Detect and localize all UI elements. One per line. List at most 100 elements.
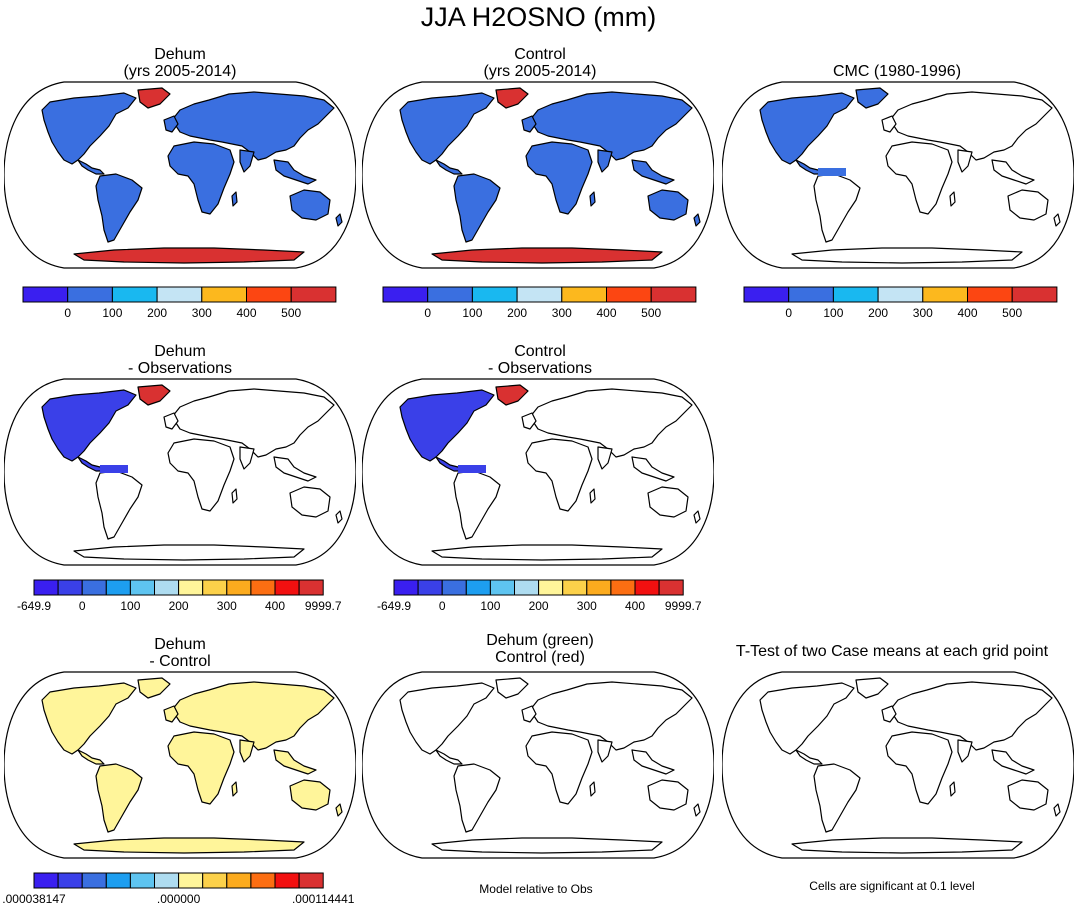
colorbar-swatch: [33, 579, 59, 596]
landmass-india: [239, 149, 255, 173]
map-dehum-obs: [4, 377, 356, 567]
landmass-madagascar: [231, 488, 238, 504]
landmass-samerica: [813, 173, 861, 243]
landmass-eurasia: [889, 91, 1053, 161]
colorbar-swatch: [226, 579, 252, 596]
panel-title-dehum-obs: Dehum - Observations: [0, 343, 360, 377]
colorbar-swatch: [202, 579, 228, 596]
landmass-antarctica: [431, 544, 663, 561]
landmass-eurasia: [529, 388, 693, 458]
panel-title-line2: - Control: [149, 653, 211, 670]
landmass-seasia: [631, 159, 675, 185]
landmass-samerica: [453, 173, 501, 243]
landmass-seasia: [991, 159, 1035, 185]
landmass-australia: [1007, 189, 1049, 221]
landmass-africa: [525, 731, 593, 805]
colorbar-tick-label: 200: [169, 599, 189, 613]
landmass-australia: [289, 486, 331, 518]
colorbar-swatch: [586, 579, 612, 596]
colorbar-swatch: [178, 579, 204, 596]
colorbar-tick-label: 0: [64, 306, 71, 320]
figure-title: JJA H2OSNO (mm): [420, 2, 657, 32]
colorbar-swatch: [610, 579, 636, 596]
colorbar-swatch: [298, 872, 324, 889]
colorbar-swatch: [226, 872, 252, 889]
landmass-eurasia: [171, 91, 335, 161]
landmass-greenland: [495, 384, 529, 406]
panel-title-dehum-control: Dehum - Control: [0, 636, 360, 670]
landmass-madagascar: [949, 781, 956, 797]
colorbar-swatch: [441, 579, 467, 596]
colorbar-swatch: [154, 872, 180, 889]
landmass-africa: [525, 141, 593, 215]
colorbar-swatch: [562, 579, 588, 596]
landmass-seasia: [273, 749, 317, 775]
landmass-india: [957, 739, 973, 763]
map-border: [4, 378, 356, 566]
colorbar-tick-label: 500: [1002, 306, 1022, 320]
landmass-seasia: [273, 456, 317, 482]
colorbar-svg: 0 100 200 300 400 500: [22, 286, 337, 320]
colorbar-tick-label: 500: [281, 306, 301, 320]
colorbar-tick-label: 300: [192, 306, 212, 320]
landmass-africa: [525, 438, 593, 512]
landmass-samerica: [95, 763, 143, 833]
colorbar-swatch: [427, 286, 473, 303]
colorbar-swatch: [634, 579, 660, 596]
landmass-antarctica: [431, 837, 663, 854]
colorbar-tick-label: .000000: [157, 892, 201, 906]
panel-title-ttest: T-Test of two Case means at each grid po…: [707, 643, 1077, 660]
colorbar-tick-label: 100: [120, 599, 140, 613]
landmass-eurasia: [171, 681, 335, 751]
world-map-svg: [362, 671, 714, 859]
panel-title-line1: T-Test of two Case means at each grid po…: [735, 643, 1049, 660]
colorbar-tick-label: -649.9: [17, 599, 51, 613]
landmass-camerica: [77, 749, 105, 765]
colorbar-swatch: [561, 286, 608, 303]
colorbar-tick-label: 0: [439, 599, 446, 613]
map-border: [362, 81, 714, 269]
colorbar-swatch: [81, 872, 107, 889]
panel-title-line1: Dehum: [154, 636, 206, 653]
map-dehum-control: [4, 670, 356, 860]
landmass-india: [957, 149, 973, 173]
colorbar-tick-label: 200: [507, 306, 527, 320]
northern-south-america-band: [458, 465, 486, 473]
map-cmc: [722, 80, 1074, 270]
landmass-camerica: [435, 749, 463, 765]
landmass-eurasia: [889, 681, 1053, 751]
map-border: [362, 378, 714, 566]
landmass-eurasia: [171, 388, 335, 458]
landmass-india: [597, 149, 613, 173]
colorbar-tick-label: 200: [529, 599, 549, 613]
colorbar-tick-label: 0: [79, 599, 86, 613]
landmass-europe_west: [521, 115, 537, 133]
colorbar-swatch: [250, 872, 276, 889]
landmass-nz: [693, 510, 701, 524]
landmass-seasia: [631, 456, 675, 482]
landmass-africa: [167, 731, 235, 805]
landmass-europe_west: [521, 412, 537, 430]
colorbar-swatch: [178, 872, 204, 889]
landmass-india: [239, 446, 255, 470]
colorbar-tick-label: 400: [265, 599, 285, 613]
landmass-madagascar: [589, 781, 596, 797]
landmass-camerica: [795, 749, 823, 765]
panel-title-line2: - Observations: [487, 360, 593, 377]
landmass-africa: [167, 141, 235, 215]
world-map-svg: [4, 81, 356, 269]
landmass-india: [597, 446, 613, 470]
landmass-africa: [885, 141, 953, 215]
landmass-namerica: [399, 682, 495, 755]
colorbar-swatch: [417, 579, 443, 596]
panel-title-line1: Control: [514, 343, 566, 360]
landmass-eurasia: [529, 91, 693, 161]
map-border: [722, 671, 1074, 859]
landmass-nz: [693, 213, 701, 227]
landmass-greenland: [495, 87, 529, 109]
colorbar-tick-label: 100: [480, 599, 500, 613]
landmass-samerica: [453, 763, 501, 833]
map-border: [4, 671, 356, 859]
panel-title-line1: CMC (1980-1996): [832, 63, 962, 80]
colorbar-tick-label: 100: [462, 306, 482, 320]
